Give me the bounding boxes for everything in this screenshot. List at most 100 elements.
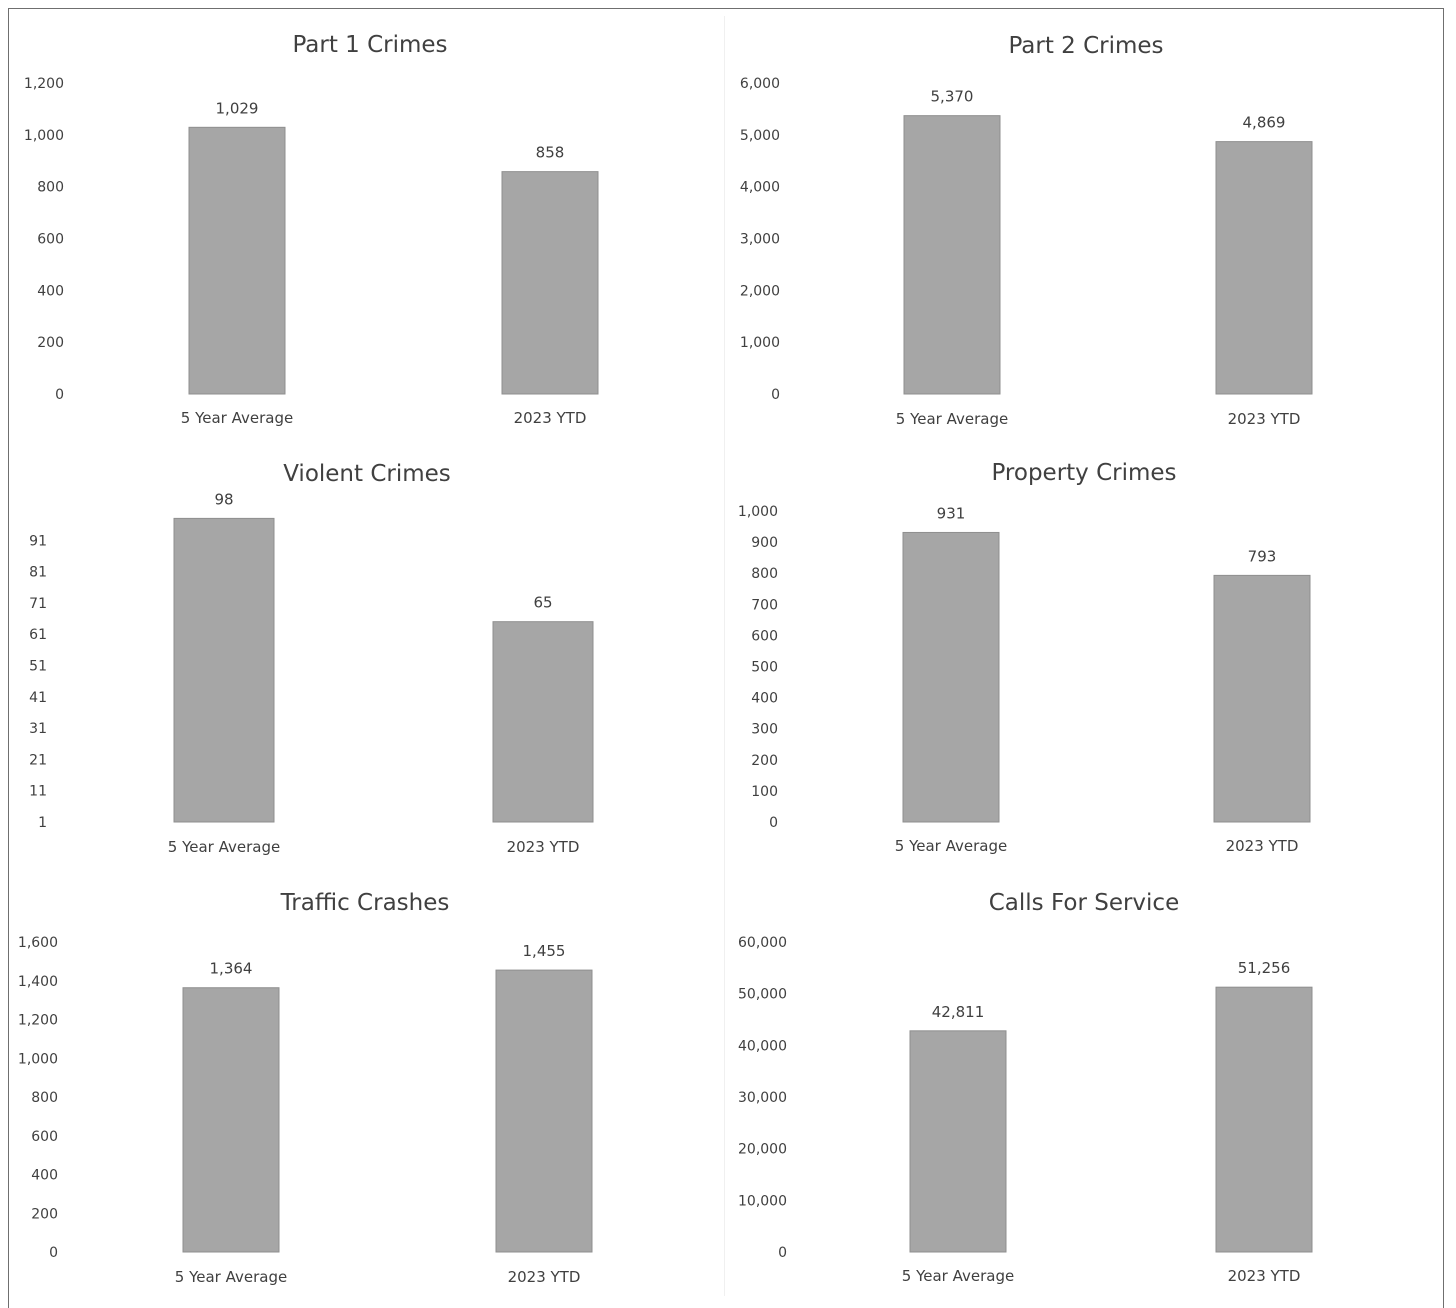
property-crimes-title: Property Crimes [991, 460, 1176, 486]
part-1-crimes-y-tick-label: 600 [37, 232, 64, 248]
property-crimes-data-label: 793 [1248, 547, 1277, 565]
traffic-crashes-category-label: 2023 YTD [508, 1268, 581, 1286]
property-crimes-category-label: 5 Year Average [895, 837, 1007, 855]
traffic-crashes-y-tick-label: 0 [49, 1245, 58, 1261]
part-2-crimes-y-tick-label: 5,000 [740, 128, 780, 144]
part-1-crimes-y-tick-label: 0 [55, 387, 64, 403]
traffic-crashes-bar-5-year-average [182, 987, 280, 1253]
calls-for-service-data-label: 51,256 [1238, 959, 1291, 977]
property-crimes-y-tick-label: 100 [751, 784, 778, 800]
part-1-crimes-bar-2023-ytd [501, 171, 599, 395]
violent-crimes-y-tick-label: 71 [29, 596, 47, 612]
traffic-crashes-y-tick-label: 1,200 [18, 1013, 58, 1029]
part-1-crimes-category-label: 5 Year Average [181, 409, 293, 427]
calls-for-service-bar-2023-ytd [1215, 986, 1313, 1253]
violent-crimes-category-label: 5 Year Average [168, 838, 280, 856]
property-crimes-data-label: 931 [937, 504, 966, 522]
property-crimes-y-tick-label: 500 [751, 660, 778, 676]
traffic-crashes-chart: Traffic Crashes 0 200 400 600 800 1,000 1,200 1,… [18, 890, 593, 1286]
violent-crimes-category-label: 2023 YTD [507, 838, 580, 856]
part-2-crimes-y-tick-label: 2,000 [740, 283, 780, 299]
report-frame [8, 8, 1444, 1308]
violent-crimes-title: Violent Crimes [283, 461, 451, 487]
part-1-crimes-y-tick-label: 200 [37, 335, 64, 351]
calls-for-service-y-tick-label: 0 [778, 1245, 787, 1261]
violent-crimes-y-tick-label: 1 [38, 815, 47, 831]
violent-crimes-y-tick-label: 91 [29, 533, 47, 549]
part-1-crimes-y-tick-label: 800 [37, 180, 64, 196]
part-1-crimes-data-label: 1,029 [216, 99, 259, 117]
part-2-crimes-category-label: 5 Year Average [896, 410, 1008, 428]
violent-crimes-y-tick-label: 41 [29, 690, 47, 706]
property-crimes-y-tick-label: 1,000 [738, 504, 778, 520]
calls-for-service-y-tick-label: 10,000 [738, 1193, 787, 1209]
violent-crimes-y-tick-label: 61 [29, 627, 47, 643]
calls-for-service-title: Calls For Service [989, 890, 1179, 916]
calls-for-service-y-tick-label: 20,000 [738, 1142, 787, 1158]
part-1-crimes-y-tick-label: 1,200 [24, 76, 64, 92]
calls-for-service-y-tick-label: 50,000 [738, 987, 787, 1003]
property-crimes-y-tick-label: 200 [751, 753, 778, 769]
property-crimes-y-tick-label: 900 [751, 535, 778, 551]
calls-for-service-chart: Calls For Service 0 10,000 20,000 30,000 40,0… [738, 890, 1313, 1285]
part-1-crimes-y-tick-label: 400 [37, 283, 64, 299]
part-2-crimes-data-label: 5,370 [931, 88, 974, 106]
property-crimes-chart: Property Crimes 0 100 200 300 400 500 600 700 800… [738, 460, 1311, 855]
part-2-crimes-chart: Part 2 Crimes 0 1,000 2,000 3,000 4,000 5,000 6… [740, 33, 1313, 428]
part-1-crimes-category-label: 2023 YTD [514, 409, 587, 427]
calls-for-service-category-label: 2023 YTD [1228, 1267, 1301, 1285]
traffic-crashes-category-label: 5 Year Average [175, 1268, 287, 1286]
traffic-crashes-title: Traffic Crashes [280, 890, 450, 916]
part-1-crimes-chart: Part 1 Crimes 0 200 400 600 800 1,000 1,200 1,02… [24, 32, 599, 427]
property-crimes-bar-2023-ytd [1213, 574, 1311, 823]
property-crimes-y-tick-label: 800 [751, 566, 778, 582]
calls-for-service-y-tick-label: 30,000 [738, 1090, 787, 1106]
violent-crimes-bar-2023-ytd [492, 621, 594, 823]
calls-for-service-data-label: 42,811 [932, 1003, 985, 1021]
violent-crimes-data-label: 65 [533, 594, 552, 612]
part-1-crimes-bar-5-year-average [188, 126, 286, 395]
part-2-crimes-y-tick-label: 6,000 [740, 76, 780, 92]
property-crimes-y-tick-label: 0 [769, 815, 778, 831]
part-2-crimes-data-label: 4,869 [1243, 114, 1286, 132]
part-2-crimes-y-tick-label: 0 [771, 387, 780, 403]
traffic-crashes-y-tick-label: 600 [31, 1129, 58, 1145]
violent-crimes-y-tick-label: 31 [29, 721, 47, 737]
violent-crimes-y-tick-label: 81 [29, 565, 47, 581]
violent-crimes-y-tick-label: 21 [29, 752, 47, 768]
part-2-crimes-bar-2023-ytd [1215, 141, 1313, 395]
traffic-crashes-y-tick-label: 1,600 [18, 935, 58, 951]
part-1-crimes-y-tick-label: 1,000 [24, 128, 64, 144]
part-2-crimes-y-tick-label: 3,000 [740, 232, 780, 248]
part-2-crimes-title: Part 2 Crimes [1008, 33, 1163, 59]
calls-for-service-bar-5-year-average [909, 1030, 1007, 1253]
part-2-crimes-y-tick-label: 1,000 [740, 335, 780, 351]
property-crimes-y-tick-label: 400 [751, 691, 778, 707]
part-2-crimes-y-tick-label: 4,000 [740, 180, 780, 196]
traffic-crashes-data-label: 1,364 [210, 960, 253, 978]
property-crimes-bar-5-year-average [902, 531, 1000, 823]
traffic-crashes-y-tick-label: 800 [31, 1090, 58, 1106]
traffic-crashes-data-label: 1,455 [523, 942, 566, 960]
violent-crimes-data-label: 98 [214, 490, 233, 508]
calls-for-service-y-tick-label: 60,000 [738, 935, 787, 951]
violent-crimes-y-tick-label: 51 [29, 659, 47, 675]
part-2-crimes-bar-5-year-average [903, 115, 1001, 395]
traffic-crashes-y-tick-label: 400 [31, 1168, 58, 1184]
violent-crimes-y-tick-label: 11 [29, 784, 47, 800]
property-crimes-y-tick-label: 700 [751, 597, 778, 613]
part-2-crimes-category-label: 2023 YTD [1228, 410, 1301, 428]
property-crimes-y-tick-label: 300 [751, 722, 778, 738]
calls-for-service-y-tick-label: 40,000 [738, 1038, 787, 1054]
panel-divider [724, 16, 725, 1296]
violent-crimes-bar-5-year-average [173, 517, 275, 823]
part-1-crimes-data-label: 858 [536, 144, 565, 162]
calls-for-service-category-label: 5 Year Average [902, 1267, 1014, 1285]
traffic-crashes-y-tick-label: 1,400 [18, 974, 58, 990]
traffic-crashes-bar-2023-ytd [495, 969, 593, 1253]
traffic-crashes-y-tick-label: 200 [31, 1206, 58, 1222]
property-crimes-y-tick-label: 600 [751, 628, 778, 644]
traffic-crashes-y-tick-label: 1,000 [18, 1051, 58, 1067]
